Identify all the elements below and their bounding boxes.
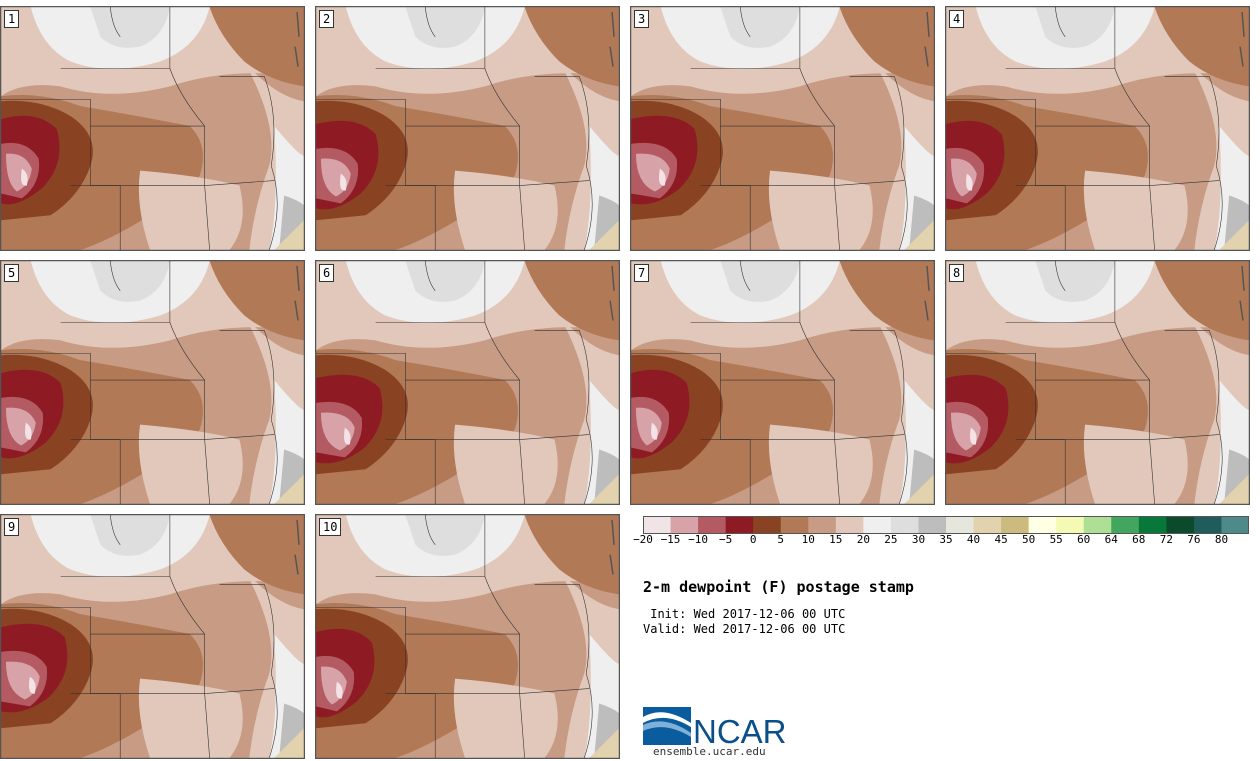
colorbar-tick-label: 64 bbox=[1104, 533, 1118, 546]
dewpoint-map bbox=[1, 515, 304, 758]
colorbar-swatch bbox=[946, 516, 975, 534]
member-number: 1 bbox=[4, 10, 20, 28]
member-number: 10 bbox=[319, 518, 342, 536]
colorbar-tick-label: 68 bbox=[1132, 533, 1146, 546]
ncar-logo-text: NCAR bbox=[693, 713, 787, 747]
dewpoint-map bbox=[631, 7, 934, 250]
member-number: 3 bbox=[634, 10, 650, 28]
colorbar-tick-label: 55 bbox=[1049, 533, 1063, 546]
postage-stamp-9: 9 bbox=[0, 514, 305, 759]
colorbar-swatch bbox=[1028, 516, 1057, 534]
postage-stamp-2: 2 bbox=[315, 6, 620, 251]
colorbar-tick-label: 45 bbox=[994, 533, 1008, 546]
postage-stamp-5: 5 bbox=[0, 260, 305, 505]
colorbar-swatch bbox=[973, 516, 1002, 534]
colorbar-tick-label: 20 bbox=[856, 533, 871, 546]
postage-stamp-6: 6 bbox=[315, 260, 620, 505]
colorbar-tick-label: 10 bbox=[801, 533, 815, 546]
member-number: 5 bbox=[4, 264, 20, 282]
colorbar-swatch bbox=[1056, 516, 1085, 534]
member-number: 7 bbox=[634, 264, 650, 282]
site-url: ensemble.ucar.edu bbox=[653, 745, 766, 758]
postage-stamp-4: 4 bbox=[945, 6, 1250, 251]
postage-stamp-10: 10 bbox=[315, 514, 620, 759]
colorbar-swatch bbox=[1166, 516, 1195, 534]
colorbar-tick-label: 25 bbox=[884, 533, 898, 546]
colorbar-tick-label: 72 bbox=[1159, 533, 1174, 546]
init-time: Init: Wed 2017-12-06 00 UTC bbox=[643, 607, 846, 621]
colorbar bbox=[643, 516, 1249, 534]
dewpoint-map bbox=[1, 7, 304, 250]
colorbar-frame bbox=[643, 516, 1249, 534]
colorbar-tick-label: 0 bbox=[749, 533, 757, 546]
colorbar-tick-label: −10 bbox=[688, 533, 709, 546]
colorbar-tick-label: 76 bbox=[1187, 533, 1201, 546]
member-number: 8 bbox=[949, 264, 965, 282]
valid-time: Valid: Wed 2017-12-06 00 UTC bbox=[643, 622, 846, 636]
colorbar-tick-label: 40 bbox=[966, 533, 981, 546]
colorbar-swatch bbox=[890, 516, 919, 534]
colorbar-swatch bbox=[1001, 516, 1030, 534]
colorbar-tick-label: 80 bbox=[1214, 533, 1229, 546]
colorbar-tick-label: 50 bbox=[1021, 533, 1036, 546]
postage-stamp-7: 7 bbox=[630, 260, 935, 505]
postage-stamp-3: 3 bbox=[630, 6, 935, 251]
member-number: 9 bbox=[4, 518, 20, 536]
member-number: 4 bbox=[949, 10, 965, 28]
colorbar-tick-label: −15 bbox=[660, 533, 681, 546]
colorbar-swatch bbox=[1083, 516, 1112, 534]
ncar-logo: NCAR bbox=[643, 707, 787, 747]
colorbar-swatch bbox=[863, 516, 892, 534]
postage-stamp-1: 1 bbox=[0, 6, 305, 251]
colorbar-tick-label: 15 bbox=[829, 533, 843, 546]
member-number: 6 bbox=[319, 264, 335, 282]
colorbar-swatch bbox=[753, 516, 782, 534]
colorbar-swatch bbox=[1111, 516, 1140, 534]
colorbar-swatch bbox=[670, 516, 699, 534]
colorbar-tick-label: 5 bbox=[777, 533, 784, 546]
colorbar-swatch bbox=[835, 516, 864, 534]
dewpoint-map bbox=[316, 261, 619, 504]
postage-stamp-8: 8 bbox=[945, 260, 1250, 505]
colorbar-tick-label: 35 bbox=[939, 533, 953, 546]
colorbar-tick-label: 30 bbox=[911, 533, 926, 546]
colorbar-swatch bbox=[698, 516, 727, 534]
colorbar-swatch bbox=[1221, 516, 1249, 534]
colorbar-swatch bbox=[643, 516, 672, 534]
member-number: 2 bbox=[319, 10, 335, 28]
colorbar-swatch bbox=[780, 516, 809, 534]
colorbar-swatch bbox=[1193, 516, 1222, 534]
dewpoint-map bbox=[946, 7, 1249, 250]
colorbar-swatch bbox=[1138, 516, 1167, 534]
colorbar-tick-label: −20 bbox=[633, 533, 653, 546]
dewpoint-map bbox=[316, 515, 619, 758]
colorbar-tick-label: 60 bbox=[1077, 533, 1091, 546]
dewpoint-map bbox=[631, 261, 934, 504]
colorbar-labels: −20 −15 −10 −5 0 5 10 15 20 25 30 35 40 45 50 55 60 64 68 7… bbox=[0, 533, 1260, 549]
colorbar-swatch bbox=[725, 516, 754, 534]
colorbar-swatch bbox=[918, 516, 947, 534]
plot-title: 2-m dewpoint (F) postage stamp bbox=[643, 578, 914, 596]
dewpoint-map bbox=[946, 261, 1249, 504]
colorbar-tick-label: −5 bbox=[718, 533, 733, 546]
dewpoint-map bbox=[1, 261, 304, 504]
colorbar-swatch bbox=[808, 516, 837, 534]
dewpoint-map bbox=[316, 7, 619, 250]
